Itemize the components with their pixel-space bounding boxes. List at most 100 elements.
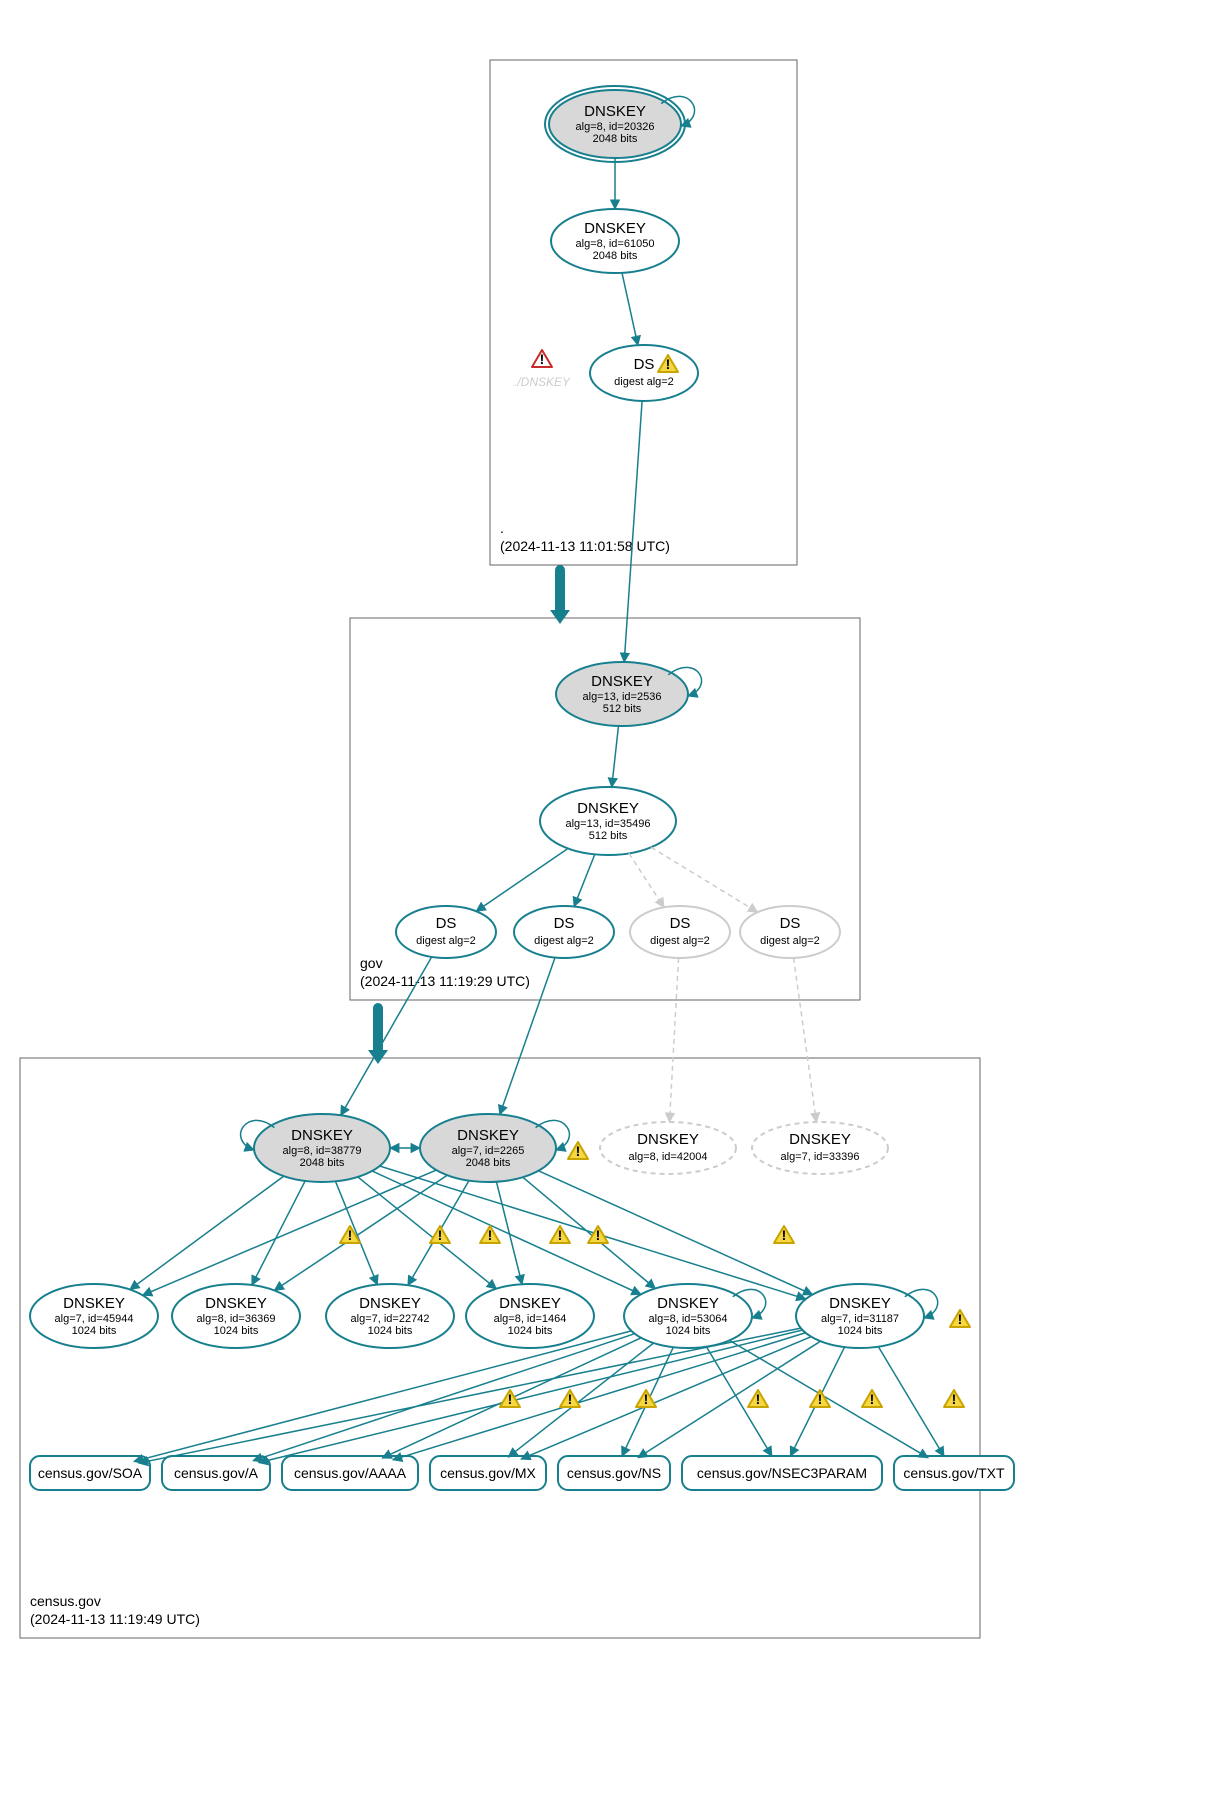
node-gov_ds2: DSdigest alg=2: [514, 906, 614, 958]
node-root_ksk: DNSKEYalg=8, id=203262048 bits: [545, 86, 695, 162]
ghost-root_ghost: ./DNSKEY: [514, 375, 571, 389]
svg-text:DNSKEY: DNSKEY: [63, 1295, 125, 1312]
warning-icon: !: [550, 1226, 570, 1243]
svg-text:1024 bits: 1024 bits: [508, 1325, 553, 1337]
edge: [253, 1334, 635, 1461]
svg-text:!: !: [488, 1227, 493, 1243]
svg-text:alg=8, id=38779: alg=8, id=38779: [283, 1145, 362, 1157]
edge: [134, 1331, 631, 1462]
node-root_ds: DSdigest alg=2!: [590, 345, 698, 401]
svg-text:!: !: [348, 1227, 353, 1243]
svg-text:alg=7, id=45944: alg=7, id=45944: [55, 1313, 134, 1325]
svg-text:alg=8, id=61050: alg=8, id=61050: [576, 238, 655, 250]
svg-text:alg=8, id=20326: alg=8, id=20326: [576, 121, 655, 133]
svg-text:1024 bits: 1024 bits: [368, 1325, 413, 1337]
svg-text:DS: DS: [780, 915, 801, 932]
svg-text:alg=7, id=33396: alg=7, id=33396: [781, 1151, 860, 1163]
svg-text:2048 bits: 2048 bits: [466, 1157, 511, 1169]
node-gov_ds3: DSdigest alg=2: [630, 906, 730, 958]
node-cen_zsk3: DNSKEYalg=7, id=227421024 bits: [326, 1284, 454, 1348]
edge: [794, 958, 817, 1122]
svg-text:2048 bits: 2048 bits: [593, 133, 638, 145]
svg-text:digest alg=2: digest alg=2: [650, 935, 710, 947]
edge: [612, 726, 619, 787]
svg-text:!: !: [756, 1391, 761, 1407]
zone-label-census: census.gov: [30, 1593, 101, 1609]
node-gov_ds1: DSdigest alg=2: [396, 906, 496, 958]
node-cen_ksk1: DNSKEYalg=8, id=387792048 bits: [241, 1114, 390, 1182]
node-cen_zsk5: DNSKEYalg=8, id=530641024 bits: [624, 1284, 766, 1348]
rr-rr_soa: census.gov/SOA: [30, 1456, 150, 1490]
warning-icon: !: [774, 1226, 794, 1243]
edge: [538, 1171, 812, 1295]
svg-text:!: !: [540, 351, 545, 367]
edge: [878, 1347, 944, 1457]
svg-text:census.gov/NS: census.gov/NS: [567, 1465, 661, 1481]
zone-timestamp-gov: (2024-11-13 11:19:29 UTC): [360, 973, 530, 989]
warning-icon: !: [568, 1142, 588, 1159]
svg-text:census.gov/NSEC3PARAM: census.gov/NSEC3PARAM: [697, 1465, 867, 1481]
warning-icon: !: [500, 1390, 520, 1407]
edge: [624, 401, 642, 662]
svg-text:census.gov/AAAA: census.gov/AAAA: [294, 1465, 407, 1481]
svg-text:alg=7, id=22742: alg=7, id=22742: [351, 1313, 430, 1325]
svg-text:alg=8, id=36369: alg=8, id=36369: [197, 1313, 276, 1325]
svg-text:!: !: [644, 1391, 649, 1407]
edge: [393, 1333, 806, 1460]
rr-rr_txt: census.gov/TXT: [894, 1456, 1014, 1490]
svg-text:alg=7, id=31187: alg=7, id=31187: [821, 1313, 899, 1325]
svg-text:512 bits: 512 bits: [589, 830, 628, 842]
warning-icon: !: [560, 1390, 580, 1407]
svg-text:!: !: [596, 1227, 601, 1243]
node-cen_zsk1: DNSKEYalg=7, id=459441024 bits: [30, 1284, 158, 1348]
svg-text:alg=13, id=35496: alg=13, id=35496: [565, 818, 650, 830]
rr-rr_mx: census.gov/MX: [430, 1456, 546, 1490]
svg-text:alg=8, id=1464: alg=8, id=1464: [494, 1313, 567, 1325]
edge: [274, 1175, 447, 1290]
svg-text:!: !: [958, 1311, 963, 1327]
svg-text:census.gov/SOA: census.gov/SOA: [38, 1465, 143, 1481]
edge: [130, 1176, 284, 1289]
svg-text:1024 bits: 1024 bits: [72, 1325, 117, 1337]
edge: [496, 1182, 522, 1285]
svg-text:!: !: [576, 1143, 581, 1159]
node-cen_gk1: DNSKEY alg=8, id=42004: [600, 1122, 736, 1174]
svg-text:DNSKEY: DNSKEY: [637, 1131, 699, 1148]
svg-text:2048 bits: 2048 bits: [300, 1157, 345, 1169]
dnssec-diagram: .(2024-11-13 11:01:58 UTC)gov(2024-11-13…: [0, 0, 1231, 1809]
warning-icon: !: [636, 1390, 656, 1407]
svg-text:DNSKEY: DNSKEY: [577, 800, 639, 817]
svg-text:alg=7, id=2265: alg=7, id=2265: [452, 1145, 525, 1157]
edge: [335, 1181, 377, 1284]
rr-rr_aaaa: census.gov/AAAA: [282, 1456, 418, 1490]
svg-text:alg=8, id=42004: alg=8, id=42004: [629, 1151, 708, 1163]
warning-icon: !: [532, 350, 552, 367]
svg-text:DNSKEY: DNSKEY: [291, 1127, 353, 1144]
warning-icon: !: [430, 1226, 450, 1243]
svg-text:census.gov/A: census.gov/A: [174, 1465, 259, 1481]
svg-text:!: !: [818, 1391, 823, 1407]
node-gov_zsk: DNSKEYalg=13, id=35496512 bits: [540, 787, 676, 855]
svg-text:1024 bits: 1024 bits: [838, 1325, 883, 1337]
svg-text:digest alg=2: digest alg=2: [534, 935, 594, 947]
svg-text:DNSKEY: DNSKEY: [829, 1295, 891, 1312]
edge: [259, 1330, 803, 1463]
svg-text:DNSKEY: DNSKEY: [359, 1295, 421, 1312]
edge: [638, 1341, 820, 1457]
node-cen_zsk4: DNSKEYalg=8, id=14641024 bits: [466, 1284, 594, 1348]
warning-icon: !: [944, 1390, 964, 1407]
node-root_zsk: DNSKEYalg=8, id=610502048 bits: [551, 209, 679, 273]
node-gov_ds4: DSdigest alg=2: [740, 906, 840, 958]
svg-text:digest alg=2: digest alg=2: [614, 376, 674, 388]
svg-text:!: !: [568, 1391, 573, 1407]
svg-text:!: !: [782, 1227, 787, 1243]
zone-timestamp-census: (2024-11-13 11:19:49 UTC): [30, 1611, 200, 1627]
edge: [252, 1181, 305, 1285]
svg-text:DNSKEY: DNSKEY: [789, 1131, 851, 1148]
warning-icon: !: [748, 1390, 768, 1407]
edge: [651, 847, 757, 912]
zone-label-root: .: [500, 520, 504, 536]
rr-rr_ns: census.gov/NS: [558, 1456, 670, 1490]
svg-text:1024 bits: 1024 bits: [666, 1325, 711, 1337]
edge: [629, 853, 664, 907]
